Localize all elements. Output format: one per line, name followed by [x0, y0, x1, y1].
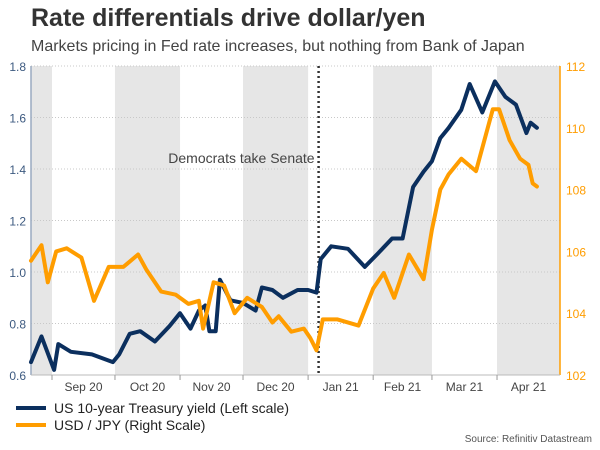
left-tick-label: 1.0: [9, 266, 26, 280]
shaded-month-band: [373, 66, 432, 375]
right-tick-label: 112: [566, 60, 585, 74]
x-tick-label: Jan 21: [323, 380, 359, 394]
x-tick-label: Nov 20: [193, 380, 231, 394]
x-tick-label: Apr 21: [511, 380, 547, 394]
chart-title: Rate differentials drive dollar/yen: [31, 4, 426, 32]
source-note: Source: Refinitiv Datastream: [464, 434, 592, 445]
shaded-month-band: [497, 66, 560, 375]
x-tick-label: Sep 20: [64, 380, 102, 394]
legend-item-usdjpy: USD / JPY (Right Scale): [16, 417, 205, 433]
right-tick-label: 110: [566, 122, 585, 136]
x-tick-label: Mar 21: [446, 380, 484, 394]
chart: 0.6 0.8 1.0 1.2 1.4 1.6 1.8 102 104 106 108 110 112 S…: [9, 60, 586, 394]
legend-swatch: [16, 423, 46, 427]
left-tick-label: 1.6: [9, 112, 26, 126]
x-tick-label: Dec 20: [257, 380, 295, 394]
x-tick-label: Feb 21: [384, 380, 422, 394]
x-tick-label: Oct 20: [130, 380, 166, 394]
treasury-yield-line: [29, 79, 539, 372]
chart-subtitle: Markets pricing in Fed rate increases, b…: [31, 38, 525, 55]
annotation-label: Democrats take Senate: [168, 150, 315, 166]
left-tick-label: 1.4: [9, 163, 26, 177]
left-tick-label: 0.8: [9, 318, 26, 332]
right-tick-label: 108: [566, 184, 586, 198]
legend-label: US 10-year Treasury yield (Left scale): [54, 400, 289, 416]
left-tick-label: 1.8: [9, 60, 26, 74]
shaded-month-band: [31, 66, 52, 375]
right-tick-label: 102: [566, 369, 586, 383]
legend-item-treasury: US 10-year Treasury yield (Left scale): [16, 400, 289, 416]
left-tick-label: 1.2: [9, 215, 26, 229]
usdjpy-line: [29, 107, 539, 353]
legend-label: USD / JPY (Right Scale): [54, 417, 206, 433]
right-tick-label: 106: [566, 245, 586, 259]
left-tick-label: 0.6: [9, 369, 26, 383]
legend-swatch: [16, 406, 46, 410]
right-tick-label: 104: [566, 307, 586, 321]
